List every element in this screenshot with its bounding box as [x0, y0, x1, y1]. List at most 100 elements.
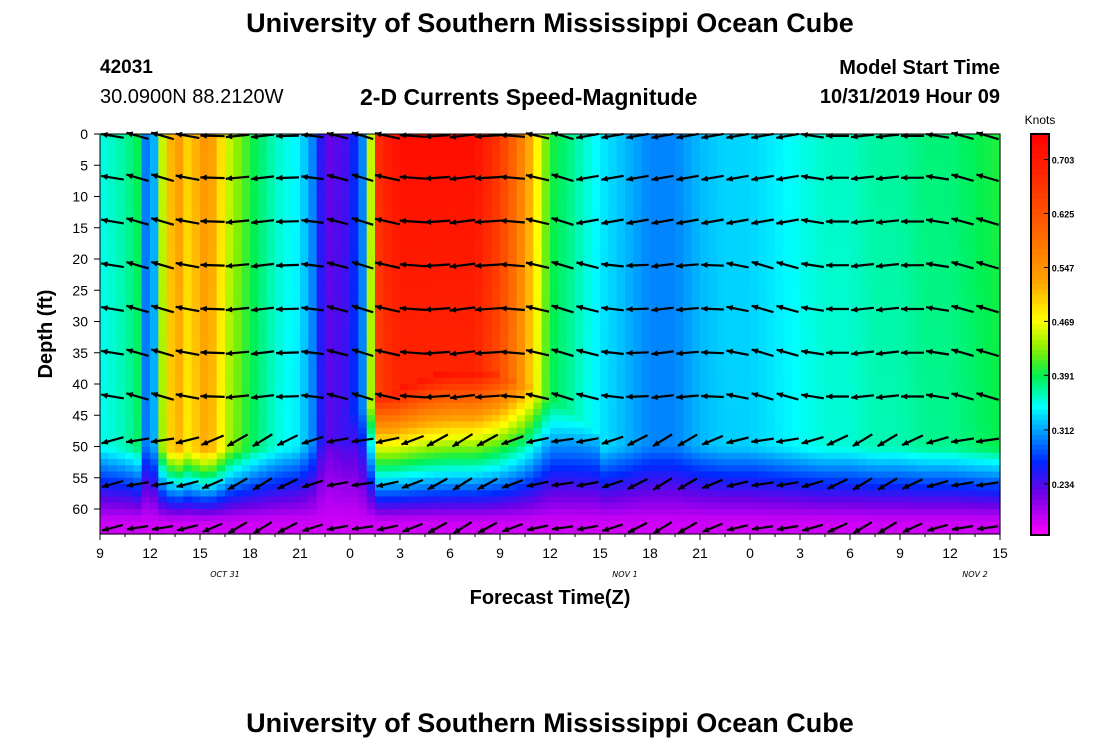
heatmap-cell — [116, 340, 126, 348]
heatmap-cell — [266, 509, 276, 516]
heatmap-cell — [258, 234, 268, 241]
heatmap-cell — [225, 159, 234, 166]
heatmap-cell — [458, 327, 468, 335]
heatmap-cell — [650, 159, 659, 166]
heatmap-cell — [358, 471, 368, 479]
heatmap-cell — [250, 365, 259, 373]
heatmap-cell — [666, 446, 676, 454]
heatmap-cell — [483, 365, 493, 373]
heatmap-cell — [550, 246, 559, 254]
heatmap-cell — [408, 271, 418, 279]
heatmap-cell — [116, 246, 126, 254]
heatmap-cell — [200, 190, 209, 198]
heatmap-cell — [166, 165, 176, 173]
heatmap-cell — [266, 259, 276, 266]
heatmap-cell — [650, 259, 659, 266]
heatmap-cell — [716, 240, 726, 248]
heatmap-cell — [508, 490, 518, 498]
heatmap-cell — [358, 465, 368, 473]
heatmap-cell — [616, 190, 626, 198]
heatmap-cell — [133, 484, 143, 491]
heatmap-cell — [441, 446, 451, 454]
heatmap-cell — [625, 327, 634, 335]
heatmap-cell — [700, 496, 709, 504]
heatmap-cell — [475, 190, 484, 198]
heatmap-cell — [458, 477, 468, 485]
heatmap-cell — [433, 202, 443, 210]
heatmap-cell — [241, 309, 251, 316]
heatmap-cell — [258, 496, 268, 504]
heatmap-cell — [350, 509, 359, 516]
heatmap-cell — [241, 134, 251, 141]
heatmap-cell — [191, 165, 201, 173]
heatmap-cell — [650, 427, 659, 435]
heatmap-cell — [266, 359, 276, 366]
heatmap-cell — [558, 352, 568, 360]
heatmap-cell — [225, 277, 234, 285]
heatmap-cell — [200, 396, 209, 404]
heatmap-cell — [433, 246, 443, 254]
heatmap-cell — [450, 527, 459, 535]
heatmap-cell — [300, 284, 309, 291]
heatmap-cell — [266, 446, 276, 454]
heatmap-cell — [625, 234, 634, 241]
heatmap-cell — [208, 190, 218, 198]
heatmap-cell — [141, 346, 151, 354]
heatmap-cell — [416, 321, 426, 329]
heatmap-cell — [383, 334, 393, 341]
heatmap-cell — [116, 402, 126, 410]
heatmap-cell — [691, 259, 701, 266]
heatmap-cell — [158, 221, 168, 229]
heatmap-cell — [416, 271, 426, 279]
heatmap-cell — [433, 334, 443, 341]
heatmap-cell — [633, 234, 643, 241]
heatmap-cell — [725, 484, 734, 491]
heatmap-cell — [291, 227, 301, 235]
heatmap-cell — [258, 259, 268, 266]
heatmap-cell — [416, 446, 426, 454]
heatmap-cell — [300, 477, 309, 485]
heatmap-cell — [608, 515, 618, 523]
heatmap-cell — [633, 396, 643, 404]
heatmap-cell — [450, 352, 459, 360]
heatmap-cell — [250, 371, 259, 379]
heatmap-cell — [608, 459, 618, 466]
heatmap-cell — [400, 396, 409, 404]
heatmap-cell — [383, 377, 393, 385]
heatmap-cell — [375, 209, 384, 216]
heatmap-cell — [133, 477, 143, 485]
heatmap-cell — [383, 234, 393, 241]
heatmap-cell — [300, 384, 309, 391]
heatmap-cell — [158, 465, 168, 473]
heatmap-cell — [583, 296, 593, 304]
heatmap-cell — [108, 309, 118, 316]
heatmap-cell — [416, 265, 426, 273]
heatmap-cell — [208, 527, 218, 535]
heatmap-cell — [166, 284, 176, 291]
heatmap-cell — [358, 240, 368, 248]
heatmap-cell — [383, 215, 393, 223]
heatmap-cell — [425, 515, 434, 523]
heatmap-cell — [700, 471, 709, 479]
heatmap-cell — [691, 284, 701, 291]
heatmap-cell — [541, 452, 551, 460]
heatmap-cell — [216, 365, 226, 373]
heatmap-cell — [691, 215, 701, 223]
heatmap-cell — [541, 427, 551, 435]
heatmap-cell — [208, 271, 218, 279]
heatmap-cell — [508, 227, 518, 235]
heatmap-cell — [375, 352, 384, 360]
heatmap-cell — [158, 284, 168, 291]
heatmap-cell — [125, 234, 134, 241]
heatmap-cell — [583, 165, 593, 173]
heatmap-cell — [566, 527, 576, 535]
heatmap-cell — [108, 327, 118, 335]
heatmap-cell — [308, 284, 318, 291]
heatmap-cell — [741, 234, 751, 241]
heatmap-cell — [691, 315, 701, 323]
heatmap-cell — [533, 496, 543, 504]
heatmap-cell — [741, 459, 751, 466]
heatmap-cell — [308, 240, 318, 248]
heatmap-cell — [350, 484, 359, 491]
heatmap-cell — [233, 209, 243, 216]
